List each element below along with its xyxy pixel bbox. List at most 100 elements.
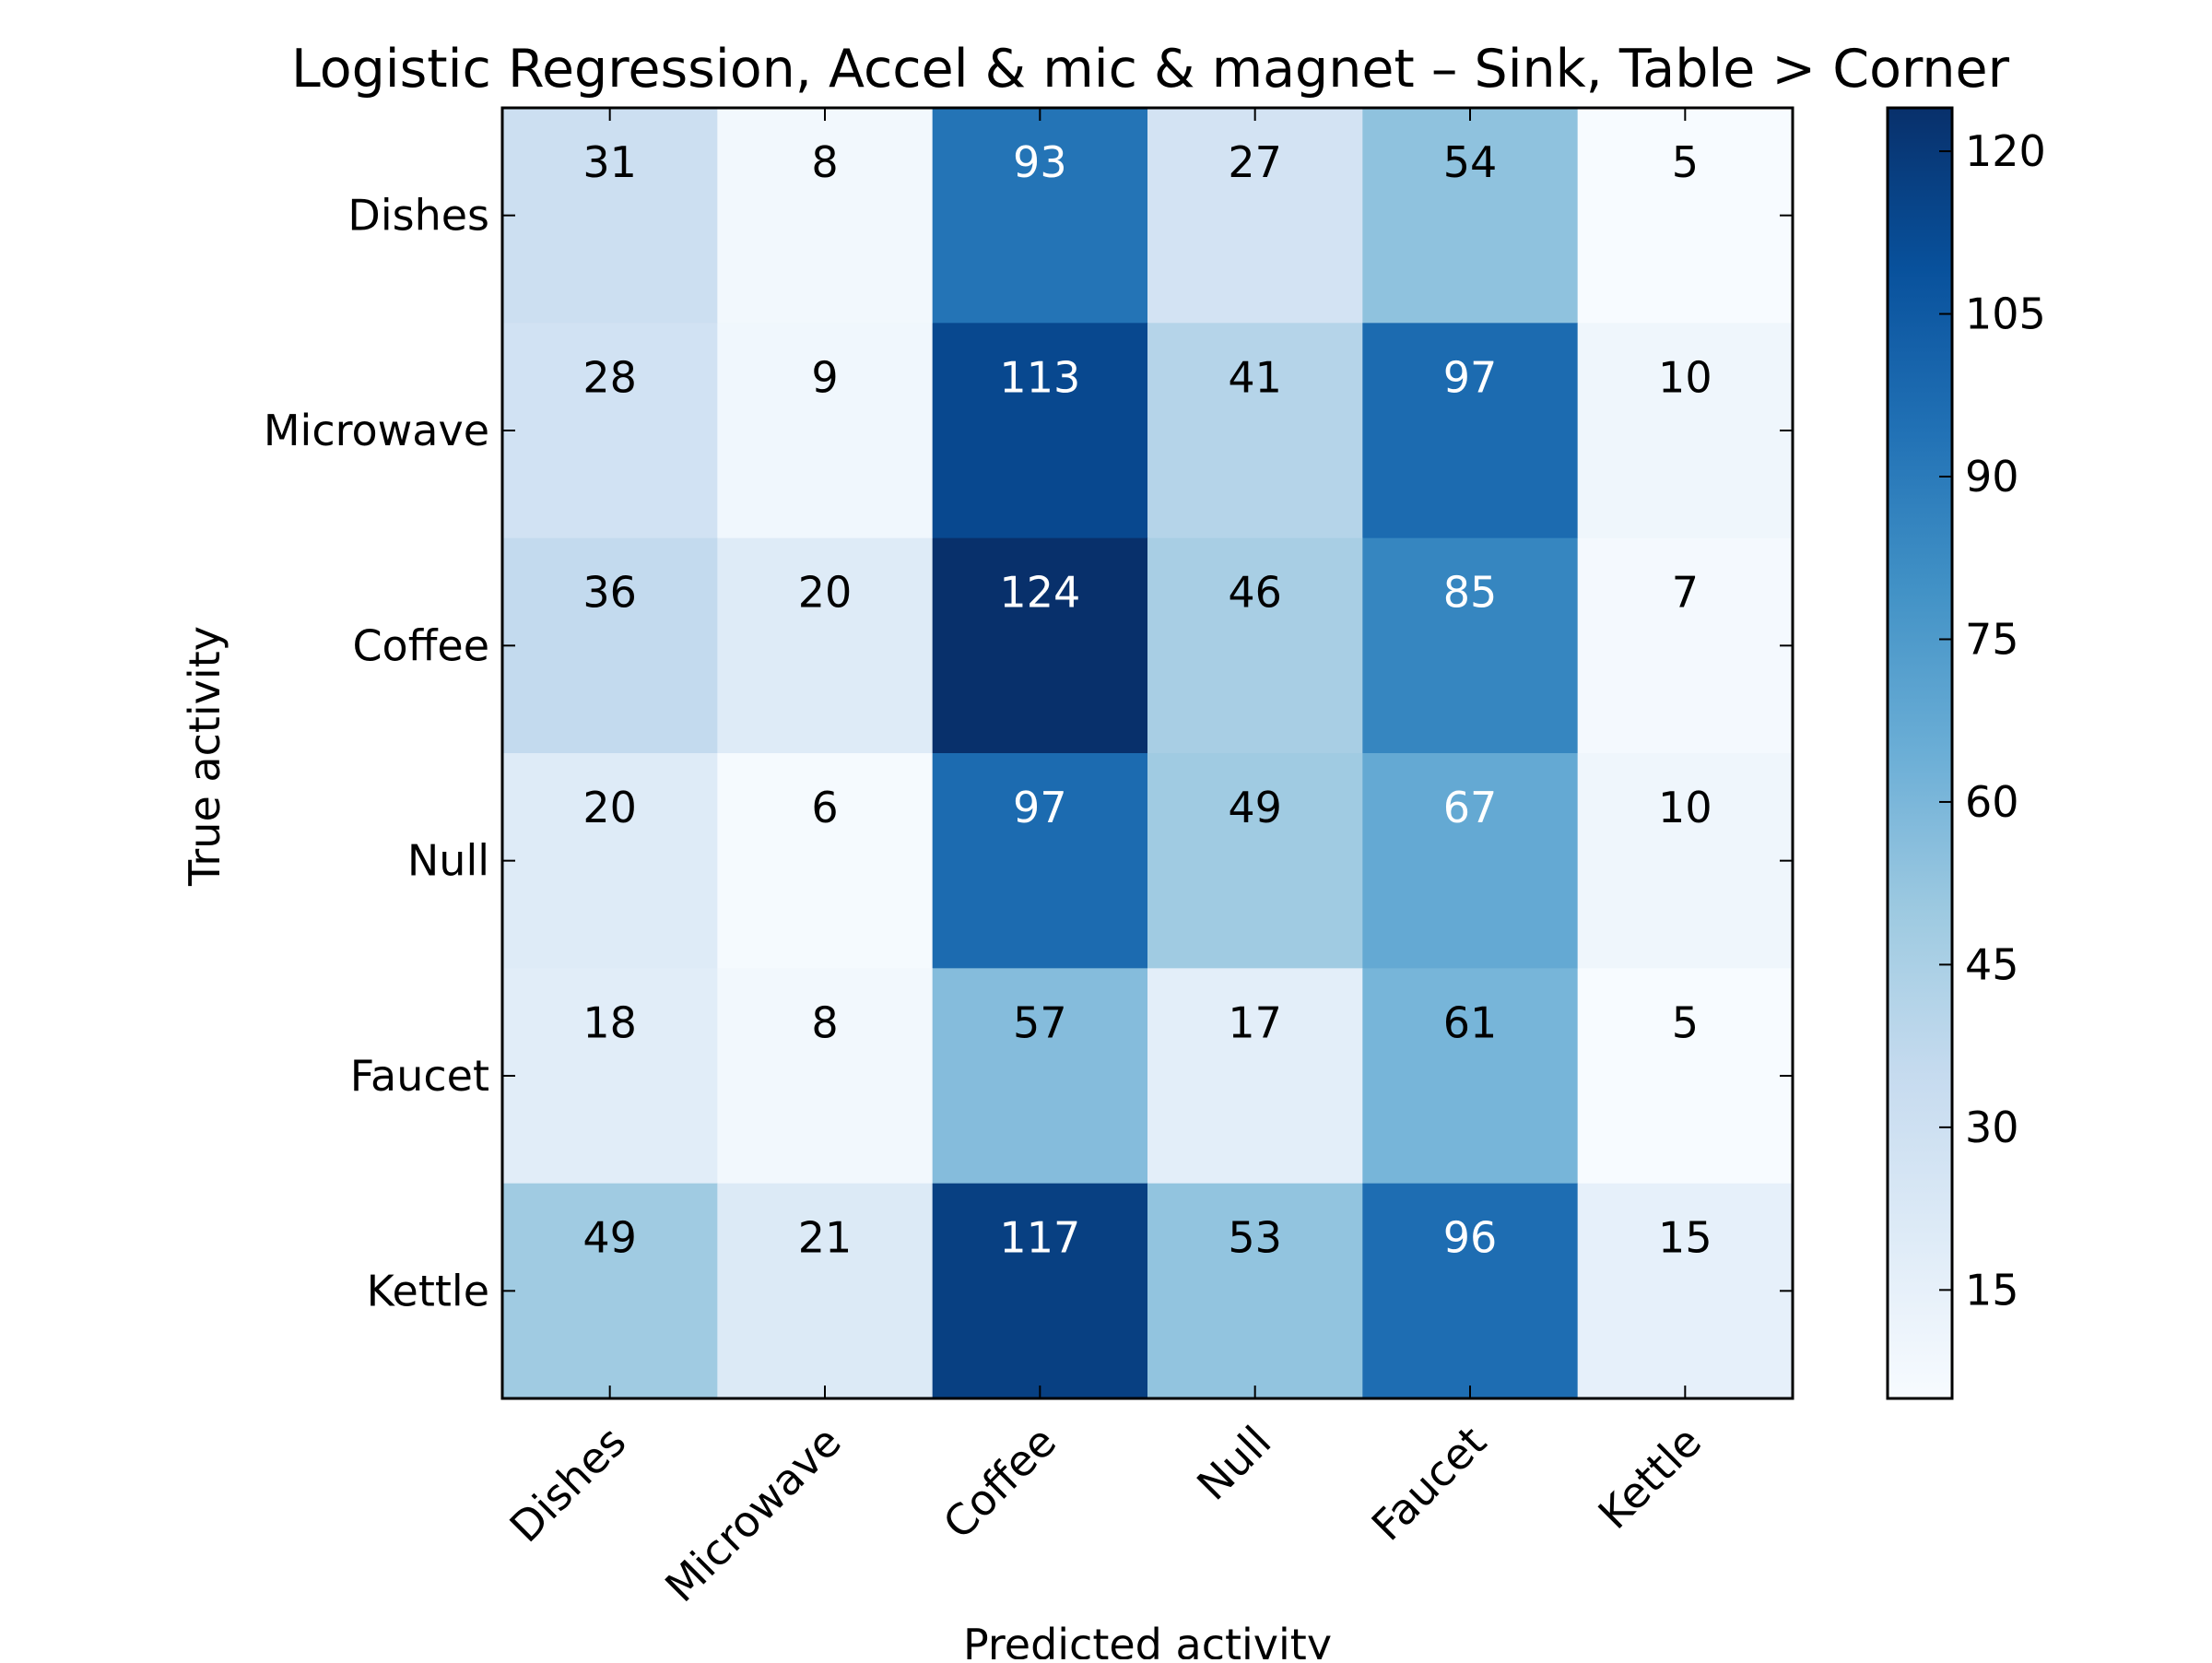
heatmap-cell-1-0 [502,323,718,539]
y-tick-label-dishes: Dishes [347,191,489,241]
y-tick-label-microwave: Microwave [264,406,489,455]
cell-value-0-5: 5 [1672,137,1699,187]
heatmap-cell-1-5 [1577,323,1794,539]
cell-value-3-3: 49 [1228,783,1282,832]
plot-frame [500,106,1794,1400]
heatmap-cell-4-2 [932,968,1148,1185]
y-tick-labels: Dishes Microwave Coffee Null Faucet Kettle [264,191,489,1316]
heatmap-cell-2-2 [932,537,1148,754]
cell-value-1-4: 97 [1443,352,1498,402]
heatmap-cell-3-2 [932,753,1148,969]
heatmap-cell-5-2 [932,1183,1148,1399]
heatmap-cell-0-2 [932,108,1148,324]
cell-value-4-4: 61 [1443,997,1498,1047]
heatmap-cell-3-0 [502,753,718,969]
heatmap-cell-2-4 [1362,537,1579,754]
cell-value-0-4: 54 [1443,137,1498,187]
cell-value-4-2: 57 [1013,997,1067,1047]
cell-value-3-1: 6 [811,783,838,832]
colorbar: 15 30 45 60 75 90 105 120 [1886,106,2046,1400]
heatmap-cell-0-1 [717,108,934,324]
heatmap-cell-0-3 [1147,108,1363,324]
x-tick-label-kettle: Kettle [1589,1417,1711,1539]
heatmap-cell-4-3 [1147,968,1363,1185]
heatmap-cell-4-0 [502,968,718,1185]
cell-value-4-5: 5 [1672,997,1699,1047]
heatmap-cell-2-5 [1577,537,1794,754]
heatmap-cell-3-1 [717,753,934,969]
heatmap-cell-5-1 [717,1183,934,1399]
heatmap-cells [502,108,1794,1399]
cell-value-5-2: 117 [999,1213,1080,1263]
colorbar-tick-label: 60 [1965,777,2019,827]
axis-ticks [502,108,1793,1398]
y-tick-label-faucet: Faucet [350,1051,489,1101]
heatmap-cell-5-5 [1577,1183,1794,1399]
x-tick-label-faucet: Faucet [1362,1417,1496,1551]
x-axis-label: Predicted activity [963,1620,1332,1659]
heatmap-cell-2-1 [717,537,934,754]
x-tick-labels: Dishes Microwave Coffee Null Faucet Kettle [500,1417,1711,1612]
cell-value-2-3: 46 [1228,568,1282,618]
cell-value-4-1: 8 [811,997,838,1047]
cell-value-1-3: 41 [1228,352,1282,402]
cell-value-1-5: 10 [1658,352,1712,402]
cell-value-1-1: 9 [811,352,838,402]
chart-title: Logistic Regression, Accel & mic & magne… [291,39,2010,100]
cell-value-3-4: 67 [1443,783,1498,832]
y-tick-label-coffee: Coffee [352,620,489,670]
cell-value-2-1: 20 [798,568,853,618]
heatmap-cell-1-4 [1362,323,1579,539]
cell-value-2-0: 36 [582,568,637,618]
heatmap-cell-3-4 [1362,753,1579,969]
cell-value-5-3: 53 [1228,1213,1282,1263]
heatmap-cell-0-5 [1577,108,1794,324]
x-tick-label-dishes: Dishes [500,1417,636,1552]
colorbar-tick-label: 45 [1965,939,2019,989]
cell-value-5-0: 49 [582,1213,637,1263]
cell-value-4-3: 17 [1228,997,1282,1047]
y-axis-label: True activity [180,626,229,887]
cell-value-4-0: 18 [582,997,637,1047]
colorbar-tick-label: 120 [1965,126,2046,176]
heatmap-cell-2-3 [1147,537,1363,754]
cell-value-1-2: 113 [999,352,1080,402]
heatmap-cell-1-2 [932,323,1148,539]
heatmap-cell-1-1 [717,323,934,539]
cell-value-2-2: 124 [999,568,1080,618]
heatmap-cell-5-3 [1147,1183,1363,1399]
heatmap-cell-3-5 [1577,753,1794,969]
cell-value-5-4: 96 [1443,1213,1498,1263]
cell-value-2-4: 85 [1443,568,1498,618]
heatmap-cell-2-0 [502,537,718,754]
heatmap-cell-5-4 [1362,1183,1579,1399]
heatmap-cell-5-0 [502,1183,718,1399]
cell-value-3-2: 97 [1013,783,1067,832]
cell-value-0-0: 31 [582,137,637,187]
y-tick-label-null: Null [407,836,489,886]
y-tick-label-kettle: Kettle [367,1266,489,1315]
x-tick-label-coffee: Coffee [934,1417,1065,1549]
heatmap-cell-3-3 [1147,753,1363,969]
colorbar-tick-label: 105 [1965,289,2046,339]
colorbar-tick-label: 75 [1965,614,2019,664]
colorbar-gradient [1888,108,1952,1398]
cell-value-2-5: 7 [1672,568,1699,618]
cell-value-1-0: 28 [582,352,637,402]
colorbar-ticks: 15 30 45 60 75 90 105 120 [1939,126,2046,1315]
heatmap-cell-0-0 [502,108,718,324]
colorbar-tick-label: 90 [1965,452,2019,501]
heatmap-cell-4-4 [1362,968,1579,1185]
colorbar-frame [1886,106,1954,1400]
cell-value-0-1: 8 [811,137,838,187]
x-tick-label-microwave: Microwave [655,1417,851,1612]
cell-value-0-3: 27 [1228,137,1282,187]
cell-value-5-1: 21 [798,1213,853,1263]
cell-value-0-2: 93 [1013,137,1067,187]
cell-value-3-0: 20 [582,783,637,832]
heatmap-cell-0-4 [1362,108,1579,324]
x-tick-label-null: Null [1187,1417,1280,1510]
